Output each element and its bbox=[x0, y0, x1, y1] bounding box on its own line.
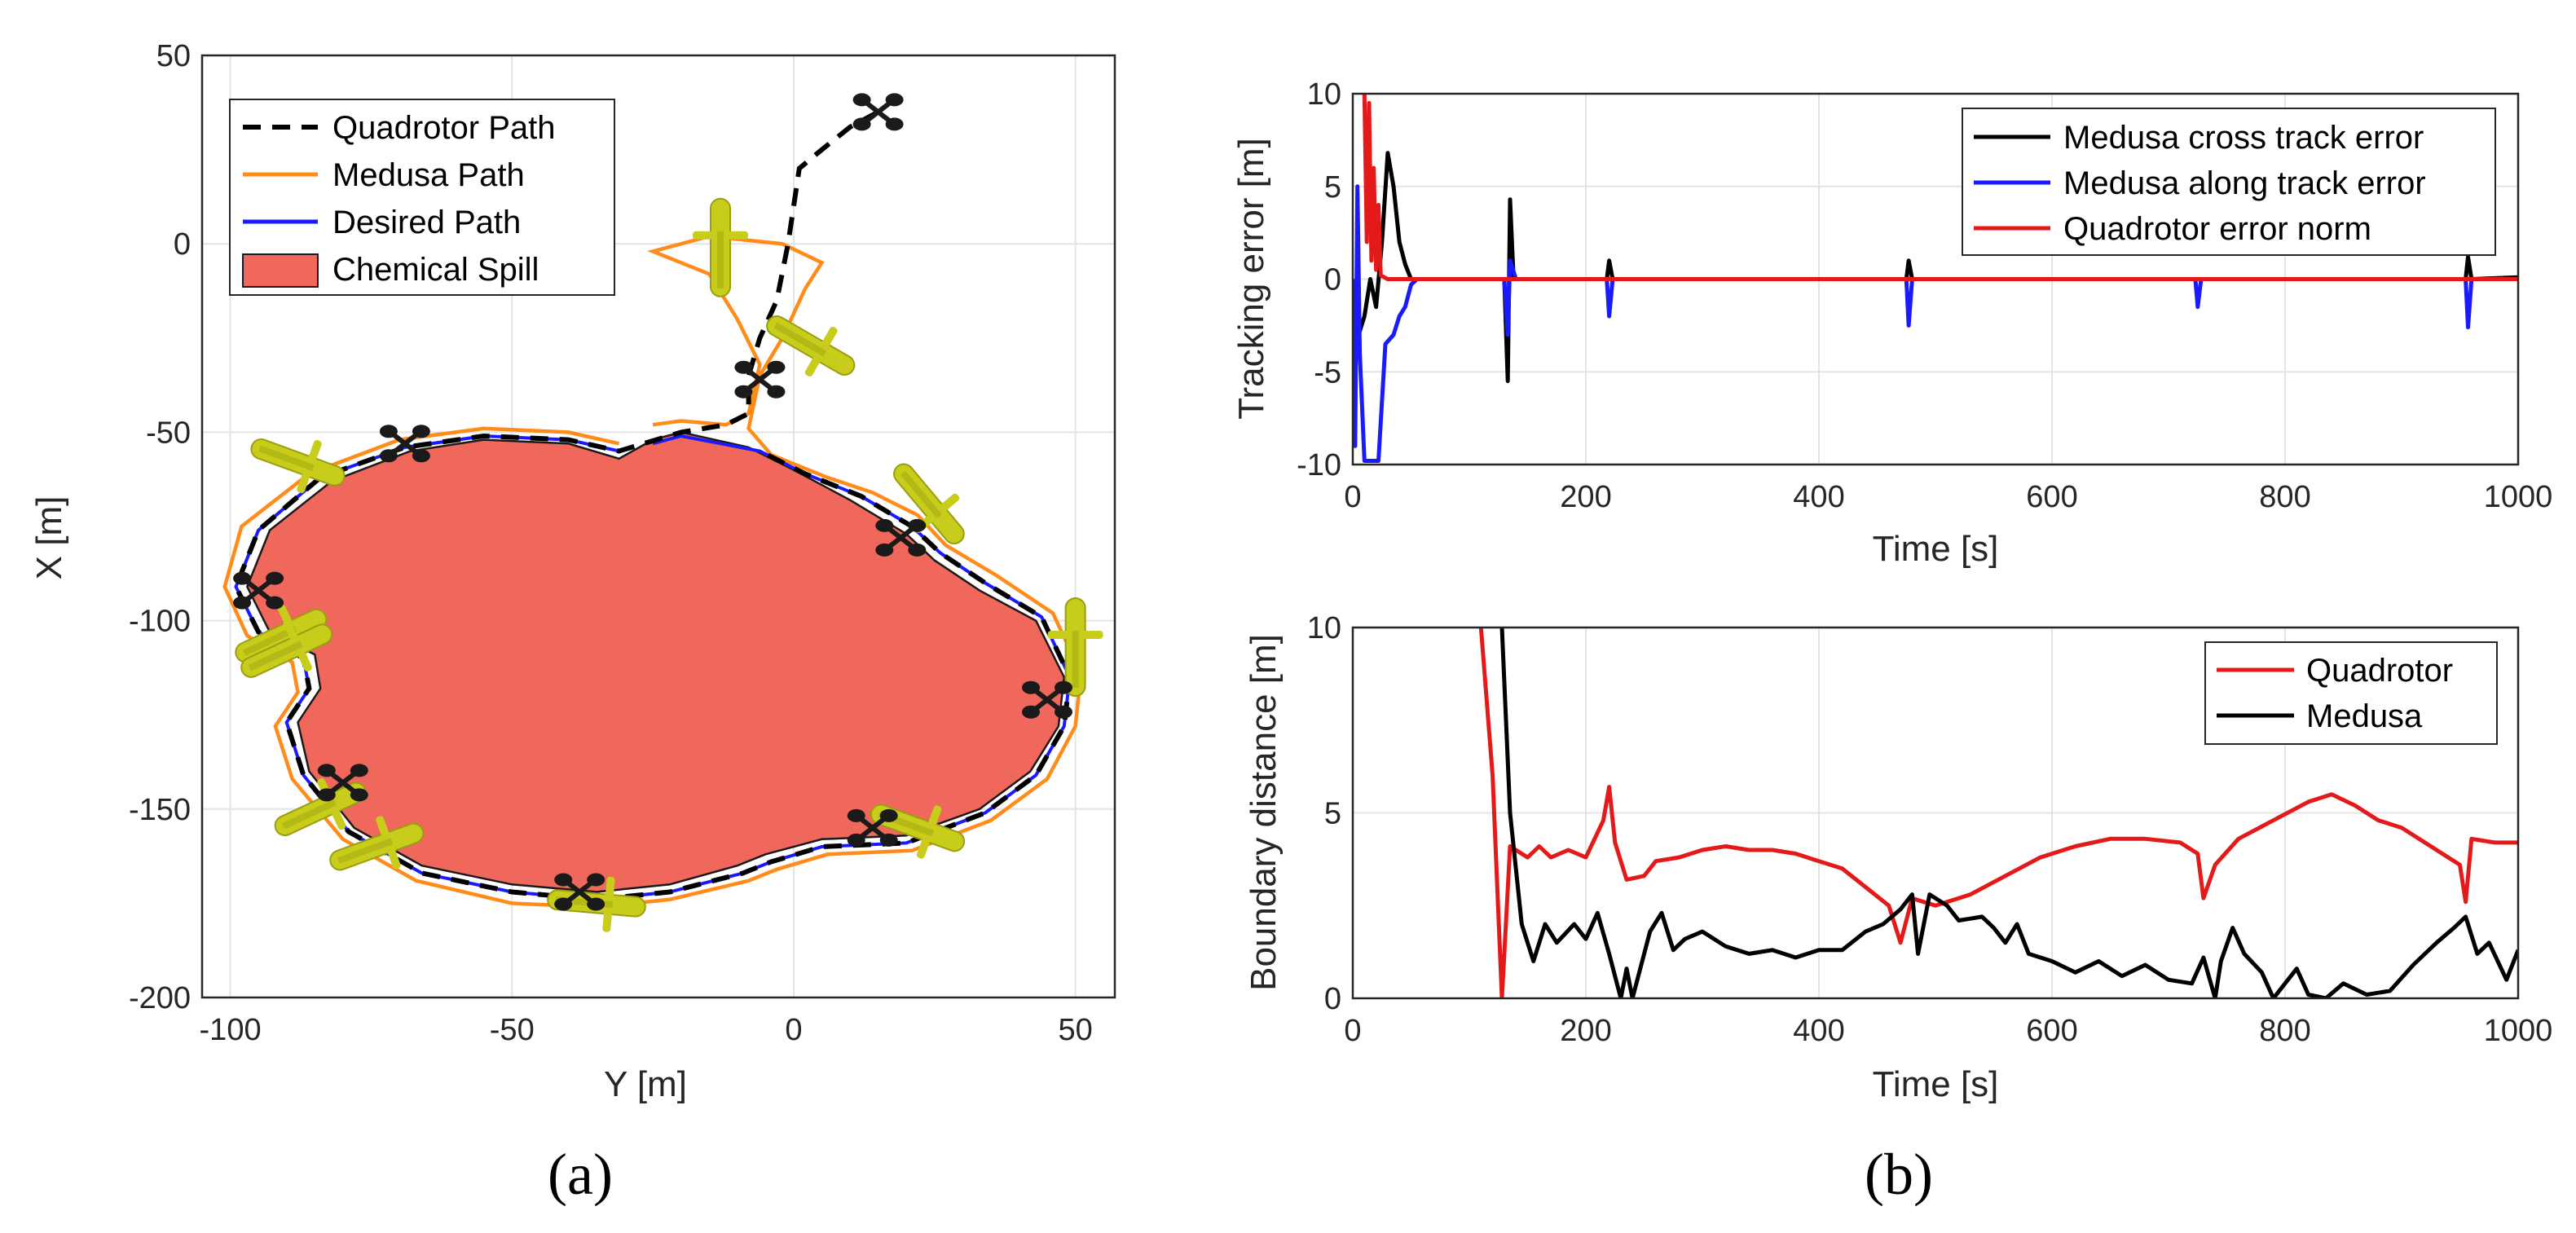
panel-a-legend: Quadrotor Path Medusa Path Desired Path … bbox=[229, 99, 615, 296]
panel-b-top-ylabel: Tracking error [m] bbox=[1231, 138, 1271, 420]
panel-b-top-legend: Medusa cross track error Medusa along tr… bbox=[1962, 108, 2496, 256]
panel-b-top-series-medusa-along-track-error bbox=[1353, 184, 2518, 463]
panel-b-top-xtick-label: 600 bbox=[2026, 480, 2077, 514]
panel-b-top-xlabel: Time [s] bbox=[1873, 529, 1999, 569]
panel-b-bottom-xtick-label: 0 bbox=[1344, 1014, 1361, 1048]
panel-a-ytick-label: 0 bbox=[174, 227, 191, 262]
legend-medusa-along-track-error: Medusa along track error bbox=[2063, 165, 2426, 201]
medusa-vehicle-icon bbox=[693, 197, 748, 297]
panel-b-bottom-xtick-label: 600 bbox=[2026, 1014, 2077, 1048]
panel-b-bottom-frame bbox=[1351, 626, 2520, 1000]
quadrotor-icon bbox=[847, 808, 898, 847]
quadrotor-icon bbox=[379, 425, 430, 463]
panel-b-bottom-series-medusa bbox=[1499, 628, 2518, 998]
panel-b-bottom-tick-labels: 0 200 400 600 800 1000 10 5 0 bbox=[1307, 611, 2553, 1048]
quadrotor-icon bbox=[852, 93, 904, 131]
medusa-vehicle-icon bbox=[250, 438, 346, 494]
panel-a-ylabel: X [m] bbox=[29, 496, 69, 580]
panel-b-bottom-xtick-label: 1000 bbox=[2484, 1014, 2553, 1048]
panel-b-bottom-ytick-label: 5 bbox=[1324, 797, 1341, 831]
panel-b-top-xtick-label: 0 bbox=[1344, 480, 1361, 514]
panel-a-xtick-label: -100 bbox=[200, 1013, 262, 1047]
legend-medusa: Medusa bbox=[2306, 698, 2423, 734]
panel-b-bottom-xlabel: Time [s] bbox=[1873, 1064, 1999, 1104]
panel-b-top-frame bbox=[1351, 92, 2520, 466]
panel-b-top-series-quadrotor-error-norm bbox=[1362, 94, 2518, 281]
panel-b-top-ytick-label: 0 bbox=[1324, 263, 1341, 297]
legend-chemical-spill: Chemical Spill bbox=[332, 252, 539, 288]
panel-b-top-series bbox=[1353, 94, 2518, 463]
panel-b-top-xtick-label: 400 bbox=[1793, 480, 1844, 514]
legend-quadrotor-path: Quadrotor Path bbox=[332, 110, 556, 146]
panel-a-ytick-label: -100 bbox=[129, 605, 191, 639]
medusa-vehicle-icon bbox=[329, 816, 425, 871]
legend-box bbox=[1962, 108, 2496, 256]
quadrotor-icon bbox=[233, 571, 284, 610]
panel-a-frame bbox=[200, 54, 1116, 999]
panel-b-bottom-legend: Quadrotor Medusa bbox=[2204, 641, 2498, 745]
medusa-vehicle-icon bbox=[893, 463, 965, 545]
medusa-vehicle-icon bbox=[240, 619, 333, 678]
panel-b-bottom-series-quadrotor bbox=[1478, 628, 2518, 998]
legend-medusa-path: Medusa Path bbox=[332, 157, 525, 193]
chemical-spill-area bbox=[245, 431, 1066, 893]
panel-a-xtick-label: -50 bbox=[490, 1013, 535, 1047]
legend-desired-path: Desired Path bbox=[332, 205, 521, 240]
quadrotor-icon bbox=[1022, 680, 1072, 719]
panel-b-top-ytick-label: 5 bbox=[1324, 170, 1341, 205]
medusa-vehicle-icon bbox=[766, 315, 856, 377]
panel-a-ytick-label: -150 bbox=[129, 793, 191, 827]
medusa-vehicle-markers bbox=[235, 197, 1103, 932]
panel-b-bottom-xtick-label: 400 bbox=[1793, 1014, 1844, 1048]
caption-a: (a) bbox=[548, 1142, 613, 1207]
legend-quadrotor-error-norm: Quadrotor error norm bbox=[2063, 211, 2371, 247]
panel-a-ytick-label: 50 bbox=[156, 39, 191, 73]
panel-b-top-xtick-label: 200 bbox=[1560, 480, 1611, 514]
panel-a: -100 -50 0 50 50 0 -50 -100 -150 -200 Y [m] X [m]… bbox=[29, 39, 1116, 1104]
quadrotor-icon bbox=[317, 764, 368, 802]
panel-a-xlabel: Y [m] bbox=[604, 1064, 687, 1104]
panel-a-xtick-label: 50 bbox=[1058, 1013, 1092, 1047]
medusa-vehicle-icon bbox=[1047, 597, 1103, 697]
panel-a-xtick-label: 0 bbox=[785, 1013, 802, 1047]
panel-b-bottom-xtick-label: 200 bbox=[1560, 1014, 1611, 1048]
panel-b-top-xtick-label: 800 bbox=[2259, 480, 2310, 514]
panel-b-bottom: 0 200 400 600 800 1000 10 5 0 Time [s] Boundary … bbox=[1244, 611, 2552, 1104]
quadrotor-icon bbox=[734, 360, 786, 399]
panel-b-top: 0 200 400 600 800 1000 10 5 0 -5 -10 Time [s] Trac… bbox=[1231, 77, 2552, 569]
quadrotor-icon bbox=[554, 873, 605, 911]
panel-b-top-ytick-label: 10 bbox=[1307, 77, 1341, 112]
panel-a-tick-labels: -100 -50 0 50 50 0 -50 -100 -150 -200 bbox=[129, 39, 1093, 1047]
panel-b-bottom-xtick-label: 800 bbox=[2259, 1014, 2310, 1048]
panel-a-ytick-label: -50 bbox=[146, 416, 191, 450]
panel-a-ytick-label: -200 bbox=[129, 981, 191, 1015]
panel-b-bottom-ylabel: Boundary distance [m] bbox=[1244, 634, 1284, 991]
panel-b-bottom-series bbox=[1478, 628, 2518, 998]
panel-b-bottom-ytick-label: 10 bbox=[1307, 611, 1341, 645]
legend-chemical-spill-swatch bbox=[242, 253, 319, 288]
panel-b-top-ytick-label: -10 bbox=[1297, 448, 1341, 482]
legend-quadrotor: Quadrotor bbox=[2306, 653, 2453, 689]
legend-box bbox=[2204, 641, 2498, 745]
panel-b-top-xtick-label: 1000 bbox=[2484, 480, 2553, 514]
quadrotor-markers bbox=[233, 93, 1072, 911]
caption-b: (b) bbox=[1865, 1142, 1933, 1207]
panel-b-bottom-ytick-label: 0 bbox=[1324, 982, 1341, 1016]
quadrotor-icon bbox=[875, 518, 927, 557]
panel-b-top-ytick-label: -5 bbox=[1314, 355, 1341, 390]
legend-medusa-cross-track-error: Medusa cross track error bbox=[2063, 120, 2424, 156]
panel-b-top-tick-labels: 0 200 400 600 800 1000 10 5 0 -5 -10 bbox=[1297, 77, 2552, 514]
